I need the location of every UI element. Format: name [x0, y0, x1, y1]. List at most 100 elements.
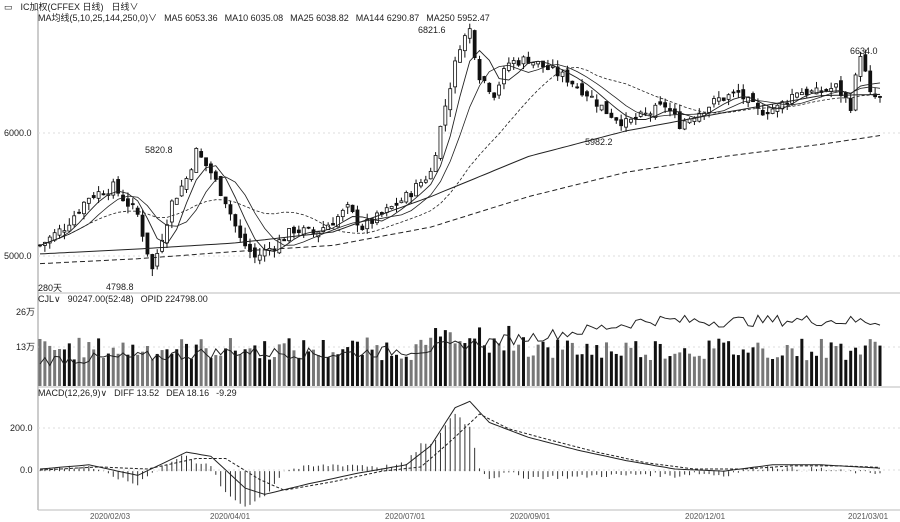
- volume-bar: [800, 338, 804, 386]
- annotation-high-6634: 6634.0: [850, 46, 878, 56]
- volume-bar: [819, 338, 823, 386]
- volume-bar: [155, 353, 159, 386]
- volume-bar: [570, 342, 574, 386]
- candle-body: [204, 157, 208, 167]
- candle-body: [443, 105, 448, 126]
- instrument-title[interactable]: IC加权(CFFEX 日线): [20, 2, 104, 12]
- volume-bar: [150, 359, 154, 386]
- ma-indicator-name[interactable]: MA均线(5,10,25,144,250,0)∨: [38, 13, 158, 23]
- macd-indicator-name[interactable]: MACD(12,26,9)∨: [38, 388, 108, 398]
- candle-body: [223, 196, 228, 205]
- volume-bar: [101, 358, 105, 386]
- candle-body: [575, 86, 580, 89]
- volume-bar: [67, 343, 71, 386]
- candle-body: [82, 201, 86, 215]
- candle-body: [629, 118, 633, 123]
- volume-bar: [648, 359, 652, 386]
- volume-bar: [815, 355, 819, 386]
- price-tick-5000: 5000.0: [4, 251, 32, 261]
- volume-bar: [116, 353, 120, 386]
- volume-bar: [878, 345, 882, 386]
- ma25-value: MA25 6038.82: [290, 13, 349, 23]
- candle-body: [199, 151, 204, 158]
- candle-body: [370, 218, 374, 224]
- volume-bar: [795, 356, 799, 386]
- volume-bar: [355, 341, 359, 386]
- candle-body: [487, 82, 492, 93]
- volume-bar: [541, 341, 545, 386]
- ma-legend: MA均线(5,10,25,144,250,0)∨ MA5 6053.36 MA10 …: [38, 11, 497, 24]
- candle-body: [516, 60, 521, 66]
- volume-bar: [824, 357, 828, 386]
- volume-bar: [395, 354, 399, 386]
- volume-bar: [272, 357, 276, 386]
- chart-frame: [37, 10, 900, 511]
- volume-bar: [399, 358, 403, 386]
- volume-bar: [653, 341, 657, 386]
- volume-bar: [697, 355, 701, 386]
- candle-body: [492, 92, 497, 98]
- candle-body: [497, 84, 501, 96]
- volume-bar: [121, 342, 125, 386]
- volume-bar: [707, 340, 711, 386]
- candle-body: [404, 192, 409, 203]
- volume-bar: [463, 343, 467, 386]
- candle-body: [541, 60, 545, 68]
- dea-line: [39, 413, 881, 491]
- volume-bar: [82, 357, 86, 386]
- candle-body: [462, 35, 467, 52]
- candle-body: [233, 214, 238, 227]
- volume-bar: [497, 343, 501, 386]
- candle-body: [433, 155, 438, 172]
- candle-body: [502, 68, 506, 85]
- volume-indicator-name[interactable]: CJL∨: [38, 294, 61, 304]
- volume-bar: [722, 342, 726, 386]
- candle-body: [331, 223, 335, 226]
- volume-bar: [282, 343, 286, 386]
- candle-body: [721, 97, 726, 101]
- candle-body: [555, 66, 560, 77]
- volume-legend: CJL∨ 90247.00(52:48) OPID 224798.00: [38, 294, 215, 305]
- candle-body: [599, 104, 604, 111]
- volume-bar: [189, 358, 193, 386]
- period-menu[interactable]: 日线∨: [111, 2, 139, 12]
- candle-body: [741, 89, 746, 100]
- volume-bar: [258, 358, 262, 386]
- ma144-value: MA144 6290.87: [355, 13, 420, 23]
- candle-body: [731, 91, 736, 94]
- candle-body: [262, 249, 267, 257]
- ma10-line: [39, 64, 881, 246]
- candle-body: [760, 109, 765, 116]
- candle-body: [624, 118, 628, 128]
- candle-body: [834, 83, 838, 88]
- volume-bar: [141, 351, 145, 386]
- candle-body: [785, 102, 790, 105]
- volume-bar: [531, 355, 535, 386]
- volume-bar: [175, 349, 179, 386]
- x-label-4: 2020/12/01: [685, 512, 726, 521]
- macd-lines: [39, 400, 881, 495]
- macd-tick-200: 200.0: [10, 423, 33, 433]
- ma25-line: [39, 66, 881, 246]
- macd-histogram: [39, 413, 881, 507]
- candle-body: [712, 98, 716, 105]
- candle-body: [453, 60, 458, 88]
- volume-bar: [785, 344, 789, 386]
- candle-body: [174, 197, 179, 205]
- volume-bar: [214, 355, 218, 386]
- volume-bar: [834, 346, 838, 386]
- candle-body: [594, 99, 599, 107]
- volume-bar: [419, 339, 423, 386]
- volume-bar: [678, 352, 682, 386]
- volume-bar: [297, 357, 301, 386]
- candle-body: [345, 204, 350, 208]
- candle-body: [809, 90, 814, 93]
- candle-body: [858, 56, 863, 77]
- candle-body: [619, 119, 624, 127]
- volume-bar: [370, 349, 374, 386]
- volume-bar: [385, 342, 389, 386]
- volume-bar: [629, 347, 633, 386]
- price-tick-6000: 6000.0: [4, 128, 32, 138]
- volume-bar: [87, 342, 91, 386]
